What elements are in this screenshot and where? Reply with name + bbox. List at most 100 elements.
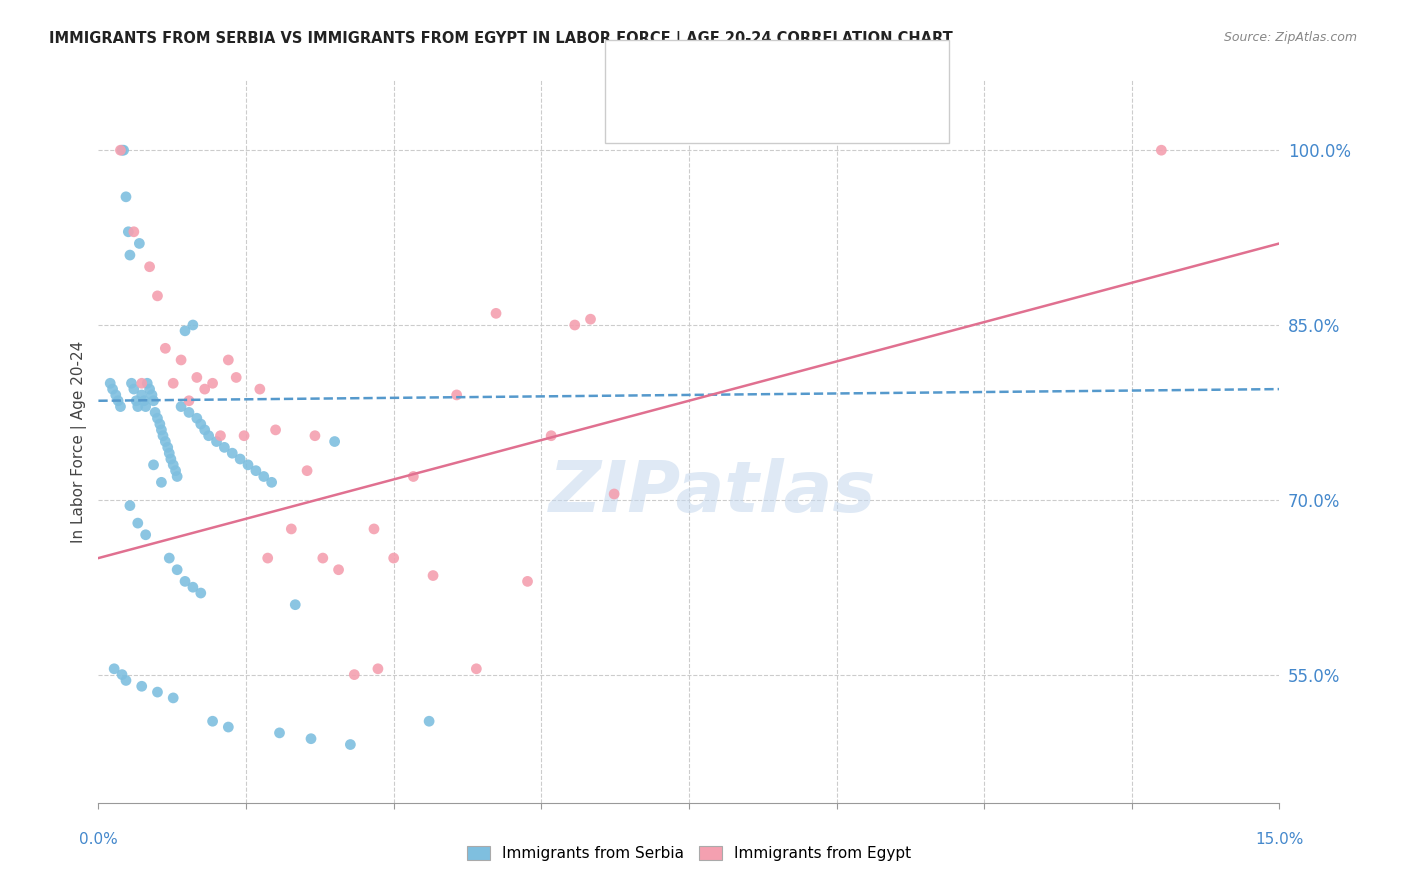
Point bbox=[127, 516, 149, 530]
Point bbox=[127, 400, 149, 414]
Point bbox=[603, 487, 626, 501]
Point bbox=[260, 475, 283, 490]
Point bbox=[564, 318, 586, 332]
Point bbox=[118, 248, 141, 262]
Point bbox=[249, 382, 271, 396]
Point bbox=[107, 393, 129, 408]
Point bbox=[155, 434, 177, 449]
Point bbox=[209, 428, 232, 442]
Point bbox=[363, 522, 385, 536]
Point bbox=[304, 428, 326, 442]
Point bbox=[155, 341, 177, 355]
Point bbox=[104, 388, 127, 402]
Legend: Immigrants from Serbia, Immigrants from Egypt: Immigrants from Serbia, Immigrants from … bbox=[461, 840, 917, 867]
Point bbox=[111, 667, 134, 681]
Point bbox=[402, 469, 425, 483]
Point bbox=[115, 190, 138, 204]
Point bbox=[284, 598, 307, 612]
Point bbox=[485, 306, 508, 320]
Point bbox=[177, 405, 200, 419]
Point bbox=[516, 574, 538, 589]
Point bbox=[150, 423, 173, 437]
Point bbox=[111, 143, 134, 157]
Point bbox=[152, 428, 174, 442]
Point bbox=[157, 446, 180, 460]
Point bbox=[323, 434, 346, 449]
Point bbox=[138, 260, 160, 274]
Text: N =: N = bbox=[761, 58, 808, 76]
Point bbox=[110, 400, 132, 414]
Point bbox=[166, 469, 188, 483]
Point bbox=[160, 452, 183, 467]
Point bbox=[131, 679, 153, 693]
Text: 0.0%: 0.0% bbox=[79, 832, 118, 847]
Point bbox=[150, 475, 173, 490]
Y-axis label: In Labor Force | Age 20-24: In Labor Force | Age 20-24 bbox=[72, 341, 87, 542]
Point bbox=[117, 225, 139, 239]
Text: 74: 74 bbox=[806, 58, 830, 76]
Point bbox=[269, 726, 291, 740]
Point bbox=[141, 388, 163, 402]
Point bbox=[465, 662, 488, 676]
Point bbox=[135, 528, 157, 542]
Point bbox=[174, 324, 197, 338]
Text: Source: ZipAtlas.com: Source: ZipAtlas.com bbox=[1223, 31, 1357, 45]
Point bbox=[131, 376, 153, 391]
Point bbox=[186, 411, 208, 425]
Point bbox=[1150, 143, 1173, 157]
Point bbox=[112, 143, 135, 157]
Point bbox=[132, 393, 155, 408]
Point bbox=[253, 469, 276, 483]
Point bbox=[121, 376, 143, 391]
Point bbox=[143, 405, 166, 419]
Point bbox=[177, 393, 200, 408]
Point bbox=[280, 522, 302, 536]
Point bbox=[146, 685, 169, 699]
Point bbox=[245, 464, 267, 478]
Point bbox=[149, 417, 172, 431]
Point bbox=[367, 662, 389, 676]
Point bbox=[136, 376, 159, 391]
Point bbox=[540, 428, 562, 442]
Text: 39: 39 bbox=[806, 99, 830, 117]
Text: IMMIGRANTS FROM SERBIA VS IMMIGRANTS FROM EGYPT IN LABOR FORCE | AGE 20-24 CORRE: IMMIGRANTS FROM SERBIA VS IMMIGRANTS FRO… bbox=[49, 31, 953, 47]
Point bbox=[382, 551, 405, 566]
Point bbox=[162, 690, 184, 705]
Point bbox=[138, 382, 160, 396]
Point bbox=[205, 434, 228, 449]
Point bbox=[146, 411, 169, 425]
Point bbox=[233, 428, 256, 442]
Point bbox=[221, 446, 243, 460]
Point bbox=[422, 568, 444, 582]
Point bbox=[101, 382, 124, 396]
Point bbox=[146, 289, 169, 303]
Point bbox=[295, 464, 318, 478]
Text: 0.361: 0.361 bbox=[704, 99, 756, 117]
Point bbox=[118, 499, 141, 513]
Point bbox=[312, 551, 335, 566]
Point bbox=[122, 382, 145, 396]
Point bbox=[174, 574, 197, 589]
Text: ZIPatlas: ZIPatlas bbox=[548, 458, 876, 526]
Point bbox=[201, 376, 224, 391]
Point bbox=[165, 464, 187, 478]
Point bbox=[201, 714, 224, 729]
Point bbox=[194, 382, 217, 396]
Point bbox=[214, 441, 236, 455]
Point bbox=[103, 662, 125, 676]
Point bbox=[236, 458, 259, 472]
Point bbox=[190, 586, 212, 600]
Point bbox=[181, 580, 204, 594]
Point bbox=[162, 376, 184, 391]
Point bbox=[186, 370, 208, 384]
Point bbox=[181, 318, 204, 332]
Point bbox=[190, 417, 212, 431]
Point bbox=[157, 551, 180, 566]
Point bbox=[339, 738, 361, 752]
Point bbox=[328, 563, 350, 577]
Point bbox=[131, 388, 153, 402]
Point bbox=[128, 236, 150, 251]
Point bbox=[446, 388, 468, 402]
Point bbox=[229, 452, 252, 467]
Point bbox=[142, 393, 165, 408]
